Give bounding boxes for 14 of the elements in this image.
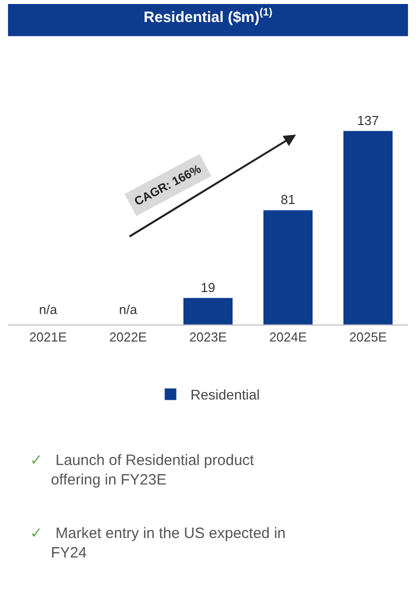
data-label: 81 [280,192,296,208]
x-tick-label: 2025E [349,329,388,344]
text: ✓ Market entry in the US expected in FY24 [30,525,286,562]
text: n/a [119,302,138,317]
x-tick-label: 2023E [189,329,228,344]
text: ✓ Launch of Residential product offering in FY23E [30,452,255,488]
text: n/a [39,302,58,317]
chart-title: Residential ($m)$^{(1)}$ [144,6,272,26]
x-tick-label: 2021E [29,329,68,344]
x-tick-label: 2024E [269,329,308,344]
legend-label: Residential [190,386,260,403]
data-label: 137 [357,112,379,128]
data-label: 19 [200,280,216,295]
x-tick-label: 2022E [109,329,148,344]
